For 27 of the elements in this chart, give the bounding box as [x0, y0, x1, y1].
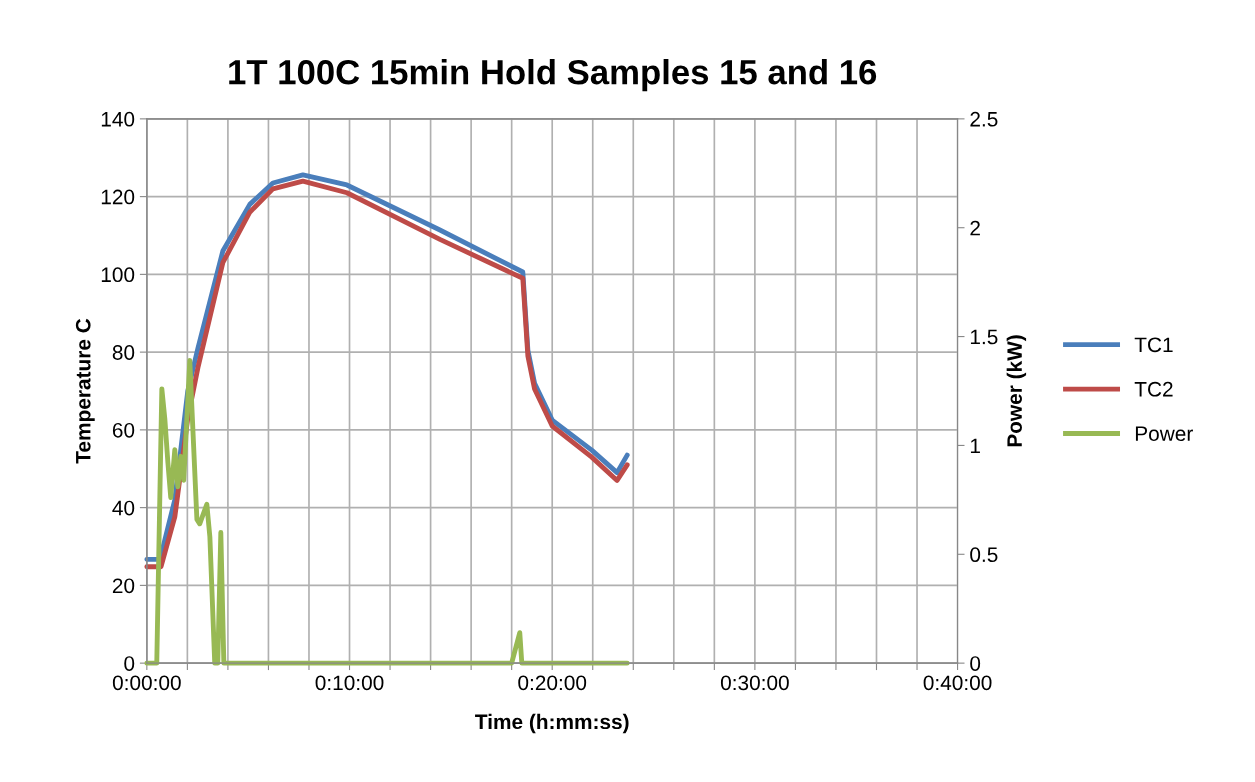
y-tick-label: 0	[124, 656, 135, 671]
y-tick-label: 20	[112, 578, 135, 594]
legend-label: TC2	[1134, 381, 1173, 397]
y2-tick-label: 0	[970, 656, 981, 671]
y-tick-label: 40	[112, 500, 135, 516]
x-tick-label: 0:00:00	[112, 675, 181, 691]
x-tick-label: 0:40:00	[923, 675, 992, 691]
y2-tick-label: 2.5	[970, 111, 998, 127]
y-tick-label: 100	[101, 267, 135, 283]
y-tick-label: 120	[101, 189, 135, 205]
chart-title: 1T 100C 15min Hold Samples 15 and 16	[229, 58, 877, 92]
y-tick-label: 140	[101, 111, 135, 127]
legend-label: TC1	[1134, 337, 1173, 353]
line-series	[144, 358, 630, 666]
x-axis-title: Time (h:mm:ss)	[475, 713, 629, 734]
y-tick-label: 60	[112, 422, 135, 438]
x-tick-label: 0:20:00	[518, 675, 587, 691]
y-axis-title: Temperature C	[75, 318, 95, 464]
y2-tick-label: 0.5	[970, 547, 998, 563]
y2-tick-label: 2	[970, 220, 980, 236]
y-tick-label: 80	[112, 345, 135, 360]
x-tick-label: 0:10:00	[315, 675, 384, 691]
y2-axis-title: Power (kW)	[1006, 335, 1027, 447]
y2-tick-label: 1.5	[970, 329, 998, 345]
x-tick-label: 0:30:00	[720, 675, 789, 691]
y2-tick-label: 1	[970, 438, 980, 453]
legend-label: Power	[1135, 426, 1193, 442]
